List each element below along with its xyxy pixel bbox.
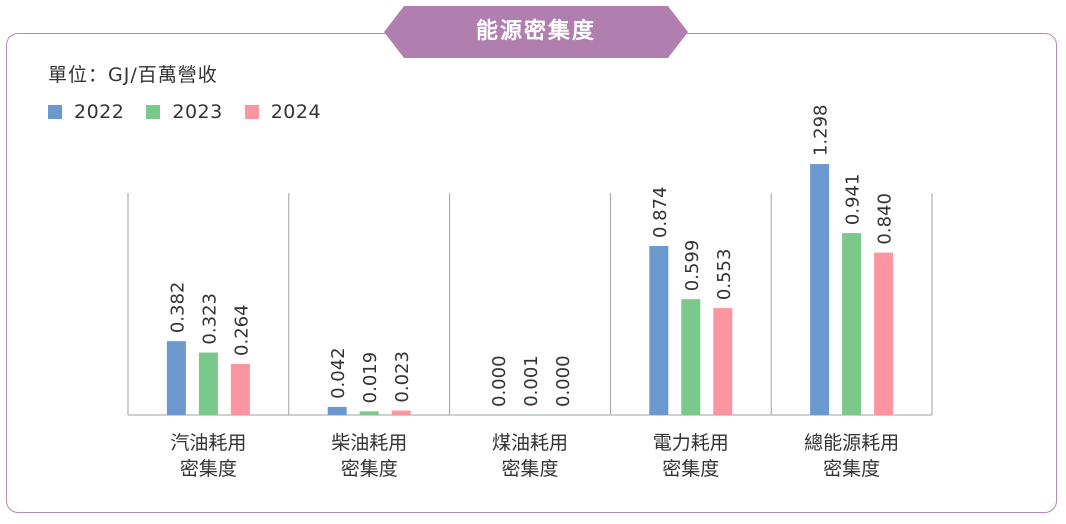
bar-2023 (681, 299, 701, 415)
legend-swatch-2022 (48, 105, 62, 119)
bar-2023 (842, 233, 862, 415)
unit-label: 單位：GJ/百萬營收 (48, 64, 218, 86)
legend-item-2022: 2022 (48, 101, 124, 123)
data-label: 0.553 (714, 249, 735, 301)
legend: 2022 2023 2024 (48, 98, 343, 126)
title-banner-shape (384, 6, 688, 58)
data-label: 0.840 (875, 193, 896, 245)
category-label: 密集度 (823, 458, 880, 480)
category-label: 電力耗用 (653, 432, 729, 454)
data-label: 0.382 (167, 282, 188, 334)
bar-2024 (713, 308, 733, 415)
legend-swatch-2024 (244, 105, 259, 119)
category-label: 密集度 (501, 458, 558, 480)
bar-2024 (874, 252, 894, 415)
category-label: 柴油耗用 (331, 432, 407, 454)
data-label: 0.323 (199, 293, 220, 345)
data-label: 0.599 (682, 240, 703, 292)
data-label: 0.042 (328, 347, 349, 399)
legend-item-2024: 2024 (244, 101, 322, 123)
bar-2023 (198, 352, 218, 415)
legend-swatch-2023 (146, 105, 161, 119)
legend-label-2022: 2022 (74, 101, 125, 123)
title-banner: 能源密集度 (384, 6, 688, 58)
legend-label-2023: 2023 (172, 101, 223, 123)
bar-2022 (166, 341, 186, 415)
category-label: 密集度 (180, 458, 237, 480)
category-label: 密集度 (341, 458, 398, 480)
bar-2024 (230, 363, 250, 415)
data-label: 0.000 (489, 355, 510, 407)
data-label: 0.000 (553, 355, 574, 407)
bar-2022 (810, 164, 830, 415)
category-label: 煤油耗用 (492, 432, 568, 454)
legend-label-2024: 2024 (270, 101, 322, 123)
category-label: 總能源耗用 (804, 432, 899, 454)
category-label: 密集度 (662, 458, 719, 480)
bar-2022 (327, 406, 347, 415)
legend-item-2023: 2023 (146, 101, 222, 123)
data-label: 0.023 (392, 351, 413, 403)
chart-title: 能源密集度 (475, 19, 596, 44)
data-label: 0.019 (360, 352, 381, 404)
data-label: 0.264 (231, 304, 252, 356)
bar-2022 (649, 246, 669, 415)
data-label: 0.001 (521, 355, 542, 407)
category-label: 汽油耗用 (170, 432, 246, 454)
data-label: 0.941 (843, 174, 864, 226)
data-label: 1.298 (811, 105, 832, 157)
bar-2023 (359, 411, 379, 415)
data-label: 0.874 (650, 186, 671, 238)
bar-2024 (391, 410, 411, 415)
